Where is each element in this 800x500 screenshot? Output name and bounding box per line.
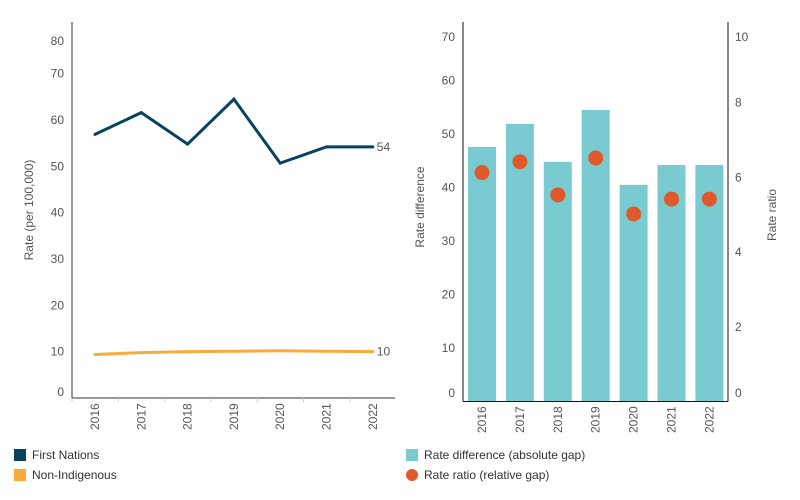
data-point <box>325 145 328 149</box>
data-point <box>139 351 143 355</box>
y2-tick-label: 6 <box>735 170 742 184</box>
legend-label: First Nations <box>32 448 100 462</box>
x-tick-label: 2017 <box>134 403 148 430</box>
data-point <box>232 349 236 353</box>
end-label: 54 <box>377 140 391 154</box>
x-tick-label: 2021 <box>320 403 334 430</box>
legend-swatch <box>14 469 26 481</box>
legend-swatch <box>406 469 418 481</box>
x-tick-label: 2020 <box>273 403 287 430</box>
data-point <box>93 352 97 356</box>
y-tick-label: 10 <box>51 345 65 359</box>
legend-rate-ratio: Rate ratio (relative gap) <box>406 468 549 482</box>
y-axis-title: Rate (per 100,000) <box>22 160 36 261</box>
y-tick-label: 0 <box>448 386 455 400</box>
x-tick-label: 2017 <box>513 406 527 433</box>
y-tick-label: 80 <box>51 34 65 48</box>
y-tick-label: 0 <box>57 385 64 399</box>
legend-non-indigenous: Non-Indigenous <box>14 468 117 482</box>
x-tick-label: 2016 <box>475 406 489 433</box>
x-tick-label: 2019 <box>589 406 603 433</box>
y2-axis-title: Rate ratio <box>765 189 779 241</box>
y-tick-label: 60 <box>442 74 456 88</box>
y2-tick-label: 2 <box>735 320 742 334</box>
ratio-dot <box>701 191 717 207</box>
x-tick-label: 2019 <box>227 403 241 430</box>
y-tick-label: 50 <box>442 127 456 141</box>
data-point <box>186 350 190 354</box>
end-label: 10 <box>377 345 391 359</box>
bar <box>468 146 496 402</box>
x-tick-label: 2022 <box>702 406 716 433</box>
y-tick-label: 20 <box>442 288 456 302</box>
y-tick-label: 50 <box>51 159 65 173</box>
data-point <box>186 142 190 146</box>
y-axis-title: Rate difference <box>413 166 427 247</box>
y-tick-label: 10 <box>442 341 456 355</box>
legend-swatch <box>14 449 26 461</box>
y-tick-label: 30 <box>51 252 65 266</box>
x-tick-label: 2021 <box>665 406 679 433</box>
ratio-dot <box>664 191 679 207</box>
y-tick-label: 20 <box>51 298 65 312</box>
legend-first-nations: First Nations <box>14 448 99 462</box>
data-point <box>325 349 328 353</box>
legend-label: Rate difference (absolute gap) <box>424 448 586 462</box>
x-tick-label: 2018 <box>181 403 195 430</box>
bar <box>505 123 534 402</box>
y-tick-label: 70 <box>442 30 456 44</box>
legend-swatch <box>406 449 418 461</box>
data-point <box>278 349 282 353</box>
data-point <box>371 350 375 354</box>
data-point <box>139 111 143 115</box>
y2-tick-label: 0 <box>735 386 742 400</box>
legend-label: Non-Indigenous <box>32 468 117 482</box>
data-point <box>371 145 375 149</box>
data-point <box>232 97 236 101</box>
ratio-dot <box>474 165 490 181</box>
x-tick-label: 2016 <box>88 403 102 430</box>
data-point <box>278 161 282 165</box>
x-tick-label: 2018 <box>551 406 565 433</box>
legend-rate-difference: Rate difference (absolute gap) <box>406 448 585 462</box>
ratio-dot <box>512 154 528 170</box>
data-point <box>93 132 97 136</box>
x-tick-label: 2022 <box>366 403 380 430</box>
y-tick-label: 70 <box>51 67 65 81</box>
ratio-dot <box>588 150 604 166</box>
y-tick-label: 60 <box>51 113 65 127</box>
ratio-dot <box>550 187 566 203</box>
y-tick-label: 30 <box>442 234 456 248</box>
series-line-0 <box>94 96 373 165</box>
y-tick-label: 40 <box>442 181 456 195</box>
x-tick-label: 2020 <box>627 406 641 433</box>
y2-tick-label: 8 <box>735 96 742 110</box>
y2-tick-label: 4 <box>735 245 742 259</box>
ratio-dot <box>626 206 642 222</box>
y2-tick-label: 10 <box>735 30 749 44</box>
legend-label: Rate ratio (relative gap) <box>424 468 550 482</box>
y-tick-label: 40 <box>51 206 65 220</box>
